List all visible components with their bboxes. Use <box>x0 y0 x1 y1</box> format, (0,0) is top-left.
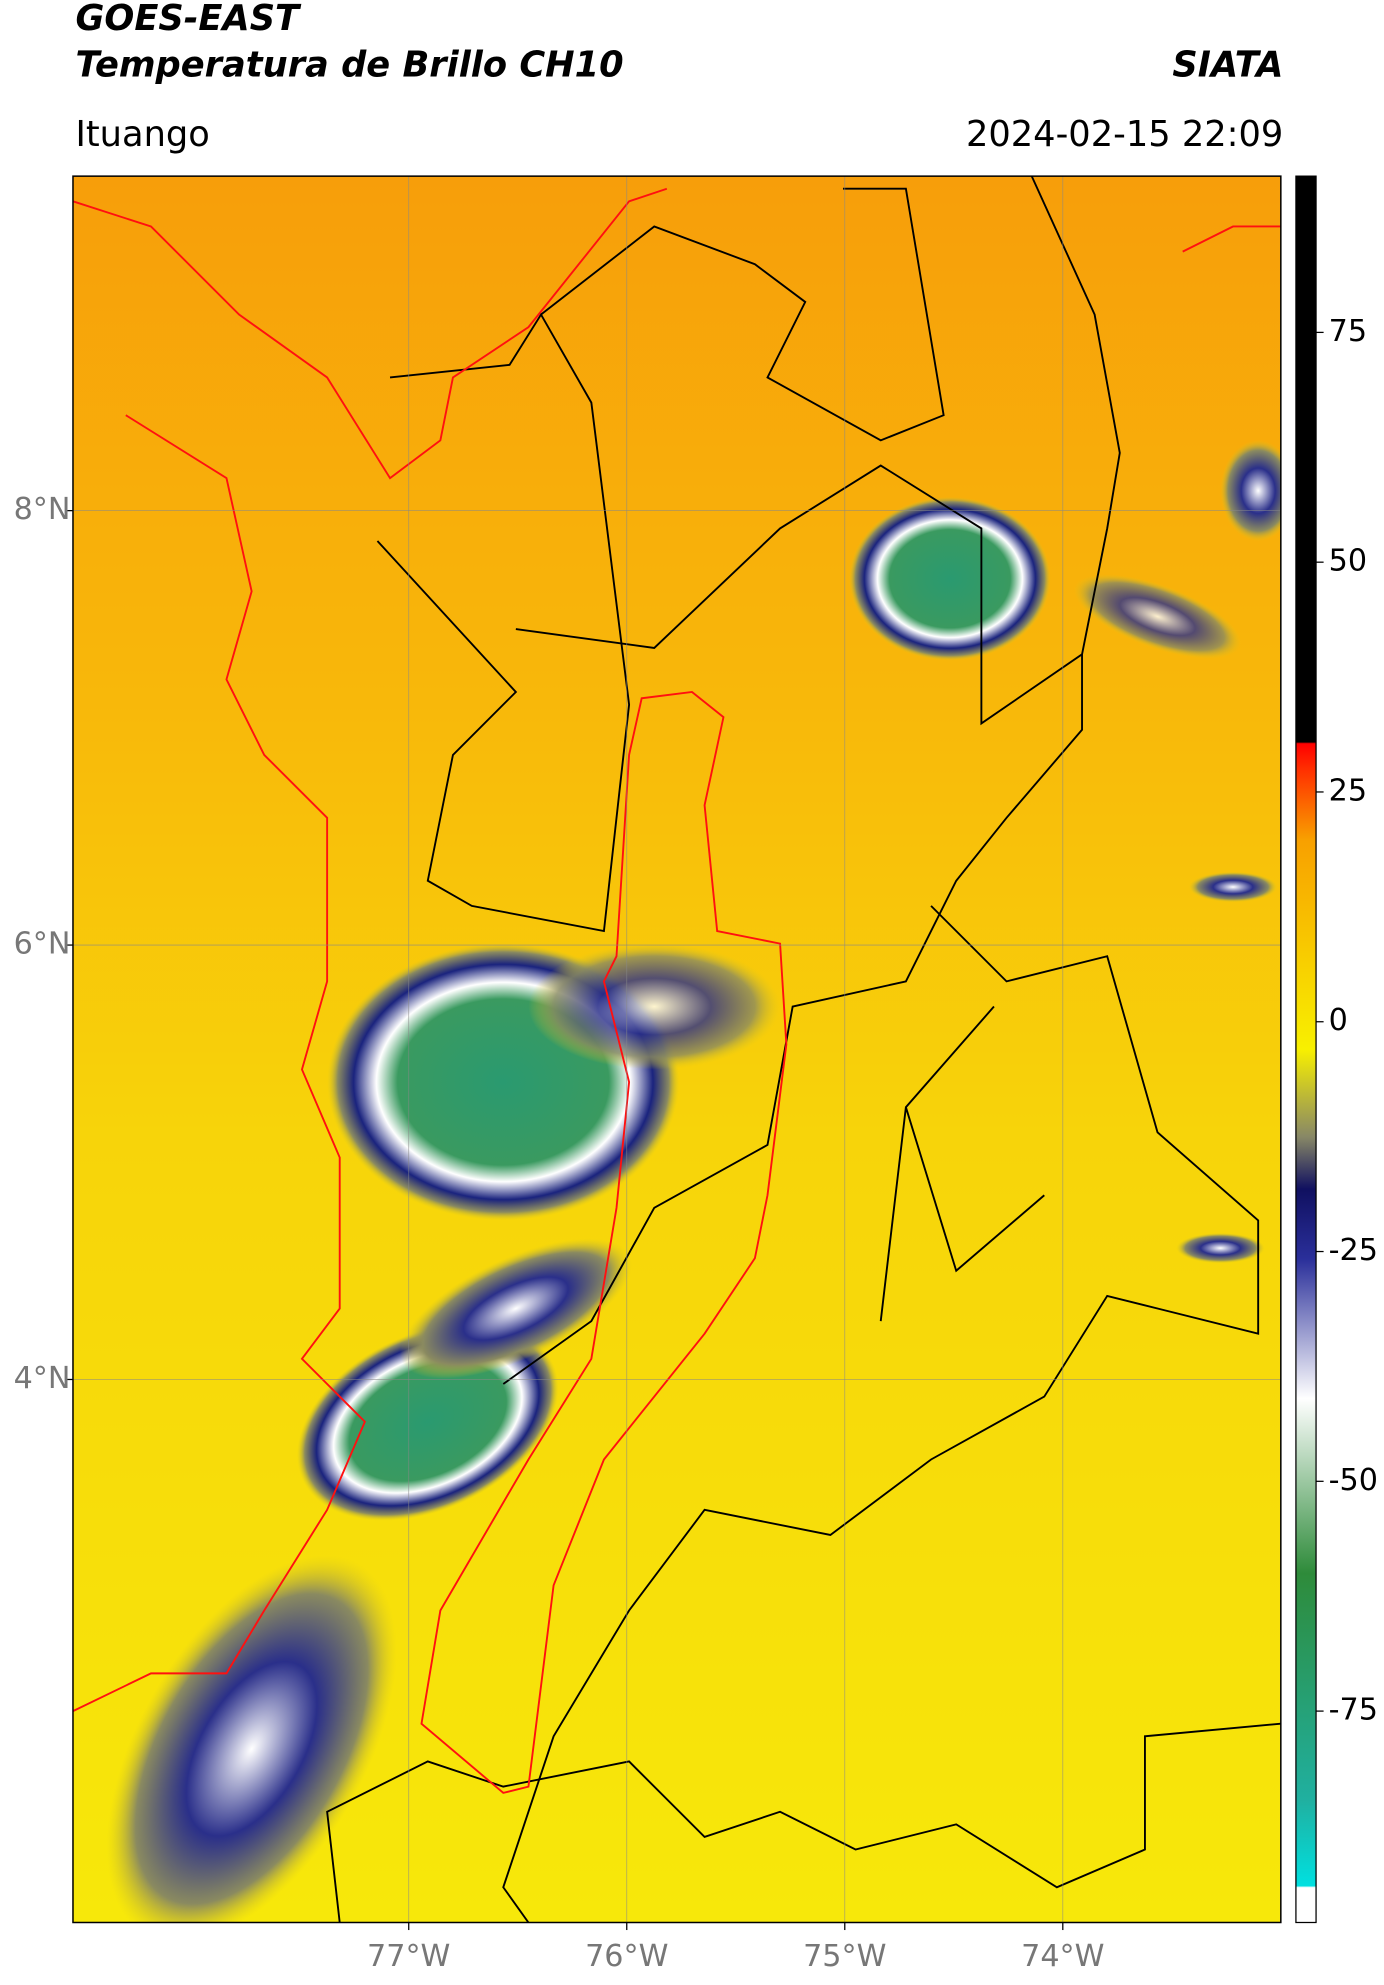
x-tick-label: 77°W <box>367 1939 450 1974</box>
location: Ituango <box>75 114 209 155</box>
colorbar-tick-label: -75 <box>1329 1693 1378 1728</box>
colorbar <box>1295 175 1317 1924</box>
map-image <box>72 176 1281 1923</box>
y-tick-label: 4°N <box>14 1361 71 1396</box>
y-tick-label: 6°N <box>14 927 71 962</box>
gridlines <box>72 176 1281 1923</box>
subtitle: Temperatura de Brillo CH10 <box>75 45 623 86</box>
colorbar-tick-label: 50 <box>1329 544 1367 579</box>
colorbar-tick-label: 25 <box>1329 773 1367 808</box>
x-tick-label: 74°W <box>1021 1939 1104 1974</box>
title: GOES-EAST <box>75 0 302 39</box>
colorbar-tick-label: -50 <box>1329 1463 1378 1498</box>
datetime: 2024-02-15 22:09 <box>966 114 1283 155</box>
brand: SIATA <box>1172 45 1283 86</box>
colorbar-tick-label: 0 <box>1329 1003 1348 1038</box>
colorbar-tick-label: 75 <box>1329 314 1367 349</box>
x-tick-label: 76°W <box>585 1939 668 1974</box>
colorbar-tick-label: -25 <box>1329 1233 1378 1268</box>
x-tick-label: 75°W <box>803 1939 886 1974</box>
map-frame <box>72 175 1282 1924</box>
y-tick-label: 8°N <box>14 492 71 527</box>
